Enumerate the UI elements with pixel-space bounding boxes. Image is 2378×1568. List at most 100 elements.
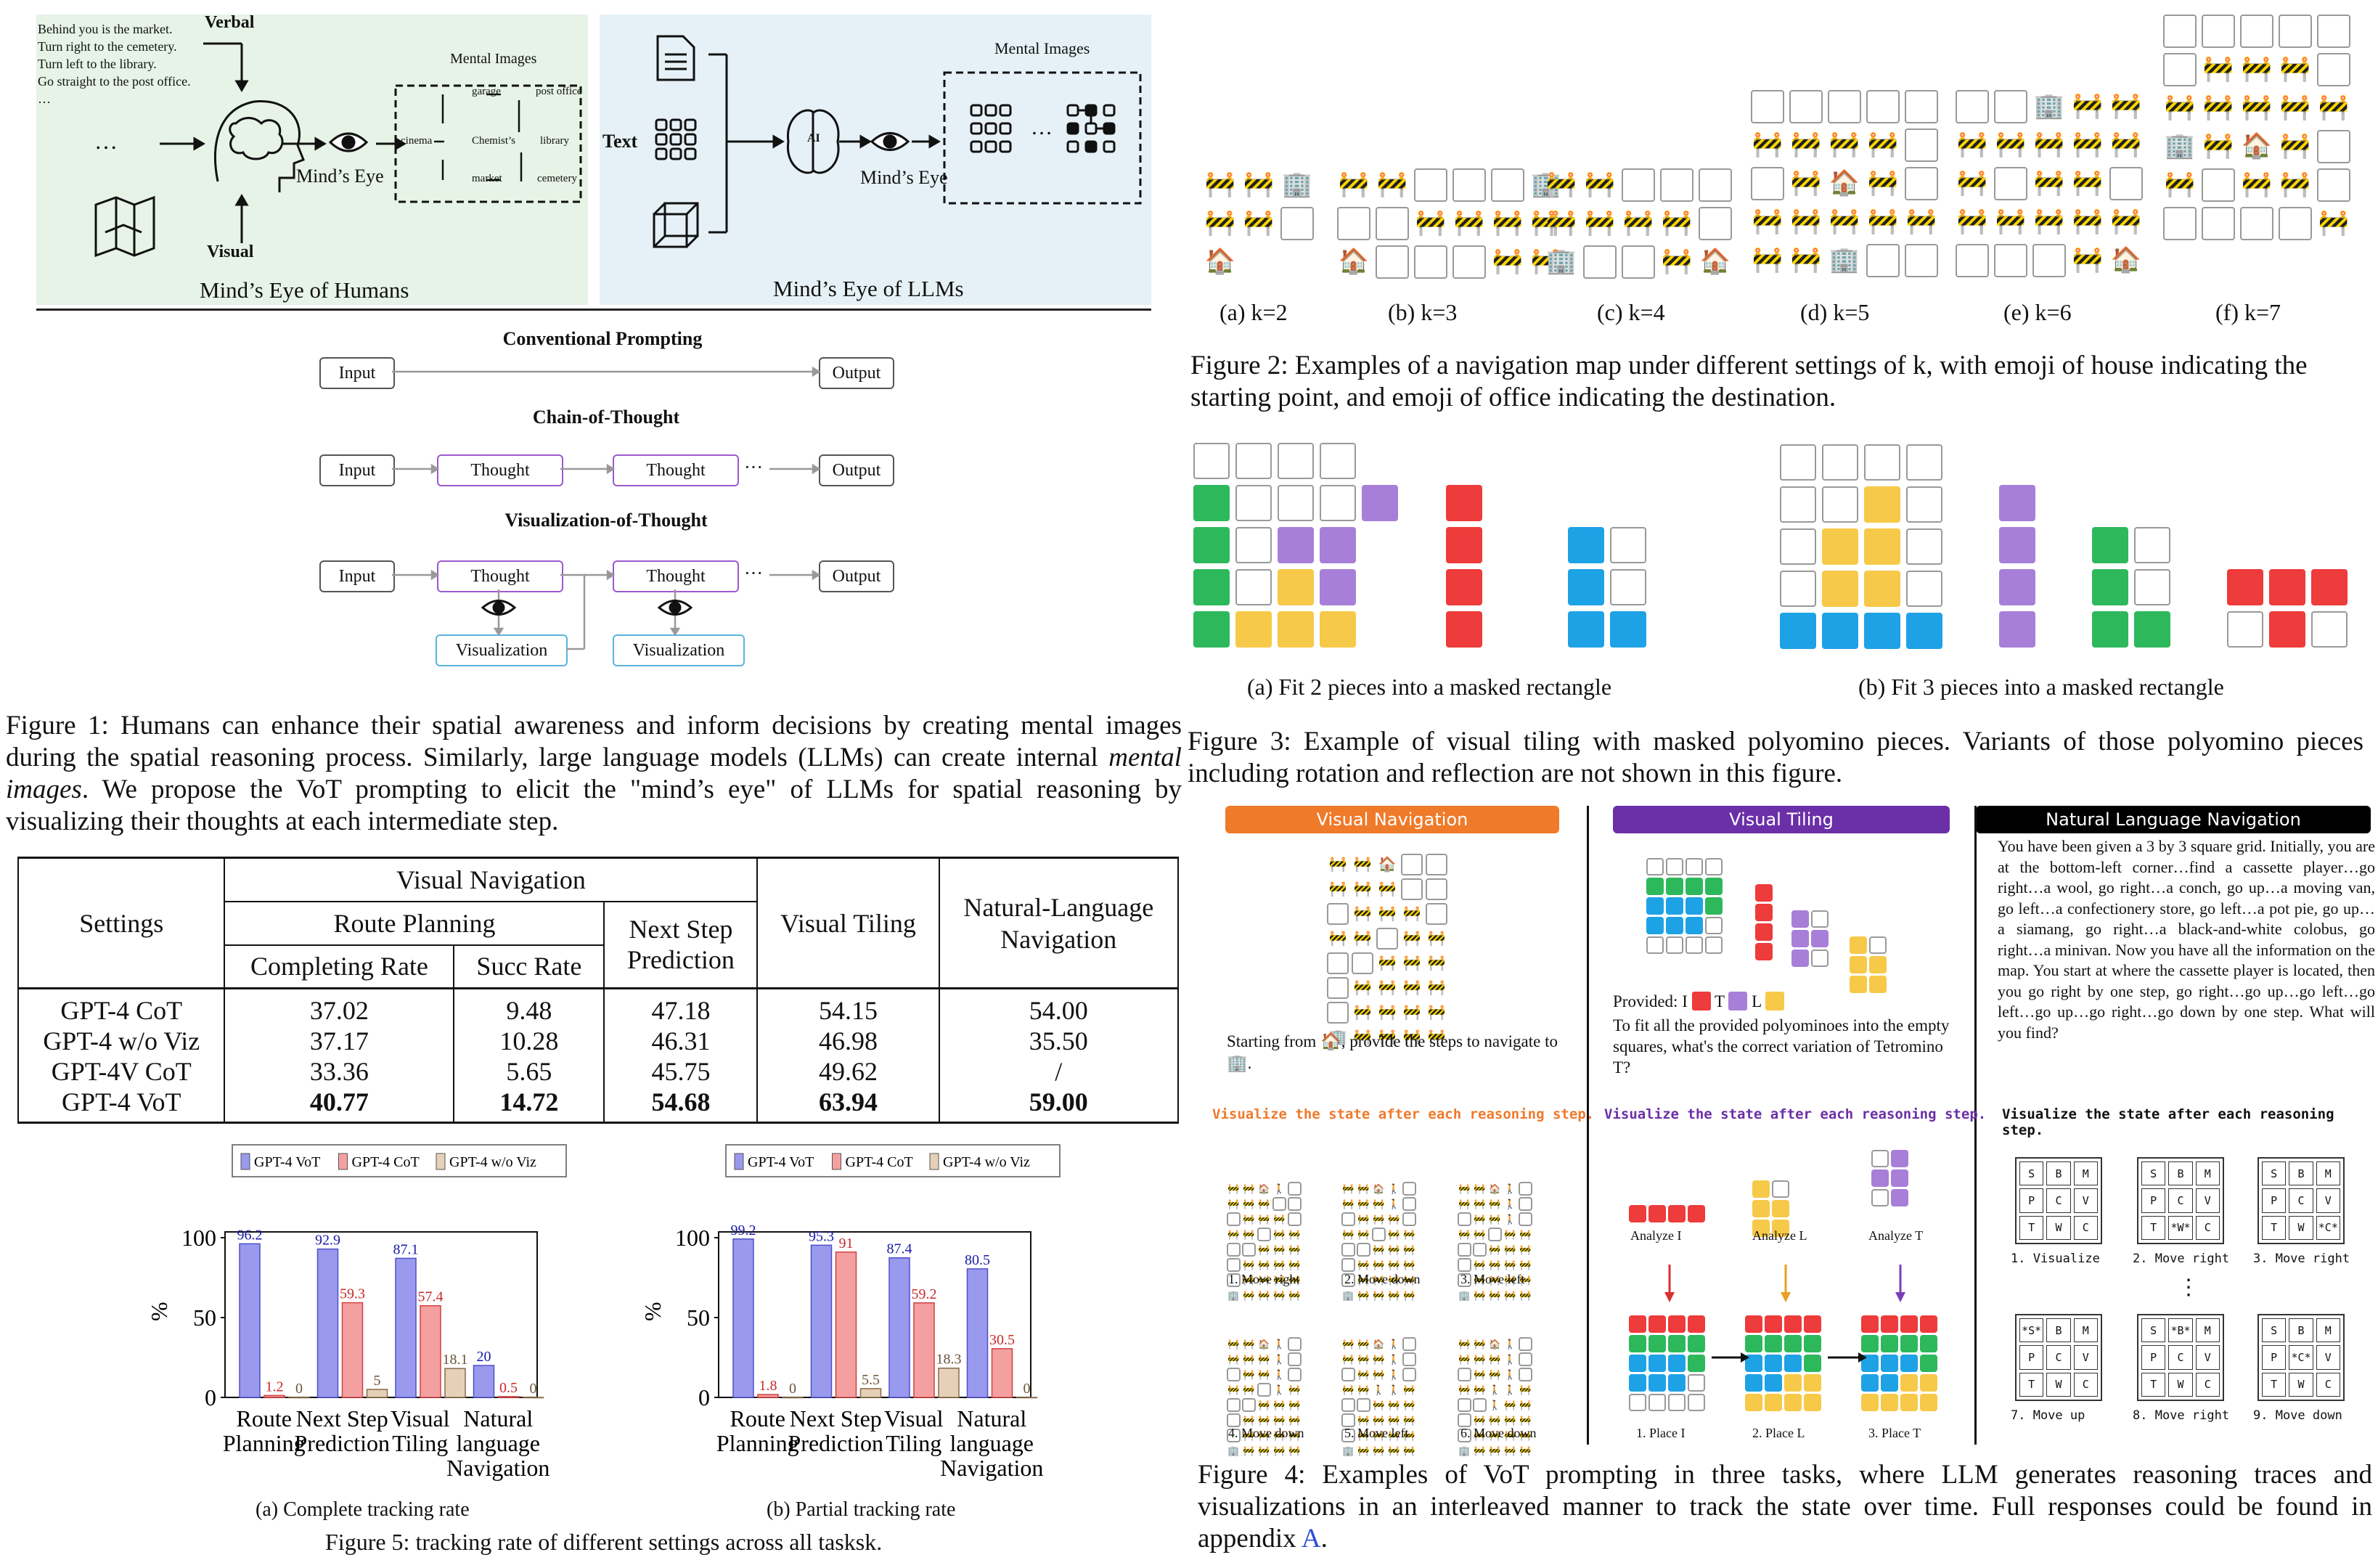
barrier-icon: 🚧: [1489, 1259, 1501, 1270]
empty-cell: [1610, 569, 1646, 605]
barrier-icon: 🚧: [1273, 1430, 1286, 1441]
house-icon: 🏠: [1829, 170, 1860, 197]
barrier-icon: 🚧: [1243, 1430, 1255, 1441]
barrier-icon: 🚧: [1243, 1183, 1255, 1194]
figure-1-caption: Figure 1: Humans can enhance their spati…: [6, 710, 1182, 838]
table-cell: 33.36: [224, 1056, 455, 1087]
empty-cell: [1242, 1398, 1256, 1412]
barrier-icon: 🚧: [1519, 1229, 1532, 1240]
barrier-icon: 🚧: [1373, 1275, 1385, 1286]
barrier-icon: 🚧: [1273, 1415, 1286, 1426]
viz-instruction-tiling: Visualize the state after each reasoning…: [1604, 1106, 1987, 1122]
data-label: 0: [789, 1381, 796, 1397]
grid-ellipsis: …: [1031, 115, 1053, 139]
output-box: Output: [819, 454, 894, 486]
legend: GPT-4 VoT GPT-4 CoT GPT-4 w/o Viz: [725, 1144, 1061, 1177]
barrier-icon: 🚧: [1357, 1229, 1370, 1240]
tile-cell: [1446, 485, 1482, 521]
tile-cell: [1648, 1335, 1666, 1352]
barrier-icon: 🚧: [2072, 131, 2104, 158]
tile-cell: [1705, 878, 1723, 895]
tile-cell: [1804, 1374, 1821, 1392]
barrier-icon: 🚧: [2072, 170, 2104, 197]
barrier-icon: 🚧: [1489, 1354, 1501, 1365]
office-icon: 🏢: [2033, 93, 2065, 120]
empty-cell: [1866, 90, 1900, 123]
legend-entry: GPT-4 VoT: [748, 1154, 814, 1170]
empty-cell: [1257, 1228, 1271, 1241]
grid-cell: *C*: [2316, 1215, 2340, 1240]
tile-cell: [1193, 569, 1230, 605]
empty-cell: [1227, 1258, 1241, 1272]
grid-cell: B: [2168, 1161, 2193, 1186]
empty-cell: [1235, 527, 1272, 563]
empty-cell: [1828, 90, 1861, 123]
house-icon: 🏠: [1338, 248, 1370, 275]
grid-cell: C: [2168, 1345, 2193, 1370]
grid-cell: M: [2316, 1161, 2340, 1186]
grid-cell: V: [2073, 1345, 2098, 1370]
tile-cell: [1668, 1315, 1686, 1333]
data-label: 1.8: [759, 1378, 777, 1394]
bar: [341, 1302, 364, 1398]
tile-cell: [1891, 1189, 1908, 1206]
tile-cell: [1752, 1200, 1770, 1217]
walker-icon: 🚶: [1388, 1339, 1400, 1349]
tile-cell: [1193, 611, 1230, 648]
legend-swatch: [734, 1153, 744, 1170]
data-label: 96.2: [237, 1227, 263, 1243]
tile-cell: [1278, 527, 1314, 563]
barrier-icon: 🚧: [1258, 1400, 1270, 1410]
grid-cell: W: [2046, 1372, 2071, 1397]
appendix-link[interactable]: A: [1301, 1524, 1321, 1553]
analyze-label: Analyze L: [1752, 1228, 1807, 1243]
barrier-icon: 🚧: [1427, 1029, 1446, 1045]
barrier-icon: 🚧: [1288, 1384, 1301, 1395]
nl-state-grid: S B M P *C* V T W C: [2258, 1314, 2345, 1401]
barrier-icon: 🚧: [1258, 1369, 1270, 1380]
office-icon: 🏢: [1328, 1029, 1347, 1045]
barrier-icon: 🚧: [1342, 1183, 1355, 1194]
arrow-icon: [708, 53, 941, 234]
barrier-icon: 🚧: [1273, 1229, 1286, 1240]
nl-step-label: 7. Move up: [2011, 1408, 2085, 1423]
tile-cell: [1850, 976, 1867, 993]
empty-cell: [2163, 15, 2197, 48]
table-cell: 49.62: [757, 1056, 940, 1087]
walker-icon: 🚶: [1504, 1199, 1516, 1209]
empty-cell: [1288, 1352, 1302, 1366]
barrier-icon: 🚧: [1227, 1384, 1240, 1395]
empty-cell: [1458, 1273, 1471, 1287]
barrier-icon: 🚧: [1288, 1290, 1301, 1301]
tiling-prompt: To fit all the provided polyominoes into…: [1613, 1016, 1950, 1077]
office-icon: 🏢: [1829, 247, 1860, 274]
tile-cell: [1752, 1180, 1770, 1198]
barrier-icon: 🚧: [1357, 1339, 1370, 1349]
nl-step-label: 9. Move down: [2253, 1408, 2342, 1423]
barrier-icon: 🚧: [1357, 1384, 1370, 1395]
tile-cell: [1765, 1335, 1782, 1352]
empty-cell: [1811, 910, 1829, 928]
empty-cell: [1871, 1189, 1889, 1206]
barrier-icon: 🚧: [1995, 131, 2027, 158]
nav-step-label: 6. Move down: [1460, 1426, 1537, 1440]
barrier-icon: 🚧: [1752, 208, 1784, 235]
tile-cell: [1864, 486, 1900, 523]
barrier-icon: 🚧: [1519, 1400, 1532, 1410]
barrier-icon: 🚧: [1227, 1199, 1240, 1209]
y-tick-label: 100: [181, 1225, 216, 1251]
barrier-icon: 🚧: [1458, 1354, 1471, 1365]
empty-cell: [1519, 1352, 1532, 1366]
barrier-icon: 🚧: [1474, 1275, 1486, 1286]
tile-cell: [1999, 611, 2035, 648]
empty-cell: [1227, 1273, 1241, 1287]
data-label: 57.4: [418, 1289, 444, 1305]
table-cell: 5.65: [454, 1056, 605, 1087]
empty-cell: [1288, 1212, 1302, 1226]
barrier-icon: 🚧: [1288, 1430, 1301, 1441]
tile-cell: [1861, 1394, 1879, 1411]
empty-cell: [1272, 1197, 1286, 1211]
barrier-icon: 🚧: [1373, 1199, 1385, 1209]
office-icon: 🏢: [1342, 1445, 1355, 1456]
barrier-icon: 🚧: [1243, 1214, 1255, 1225]
